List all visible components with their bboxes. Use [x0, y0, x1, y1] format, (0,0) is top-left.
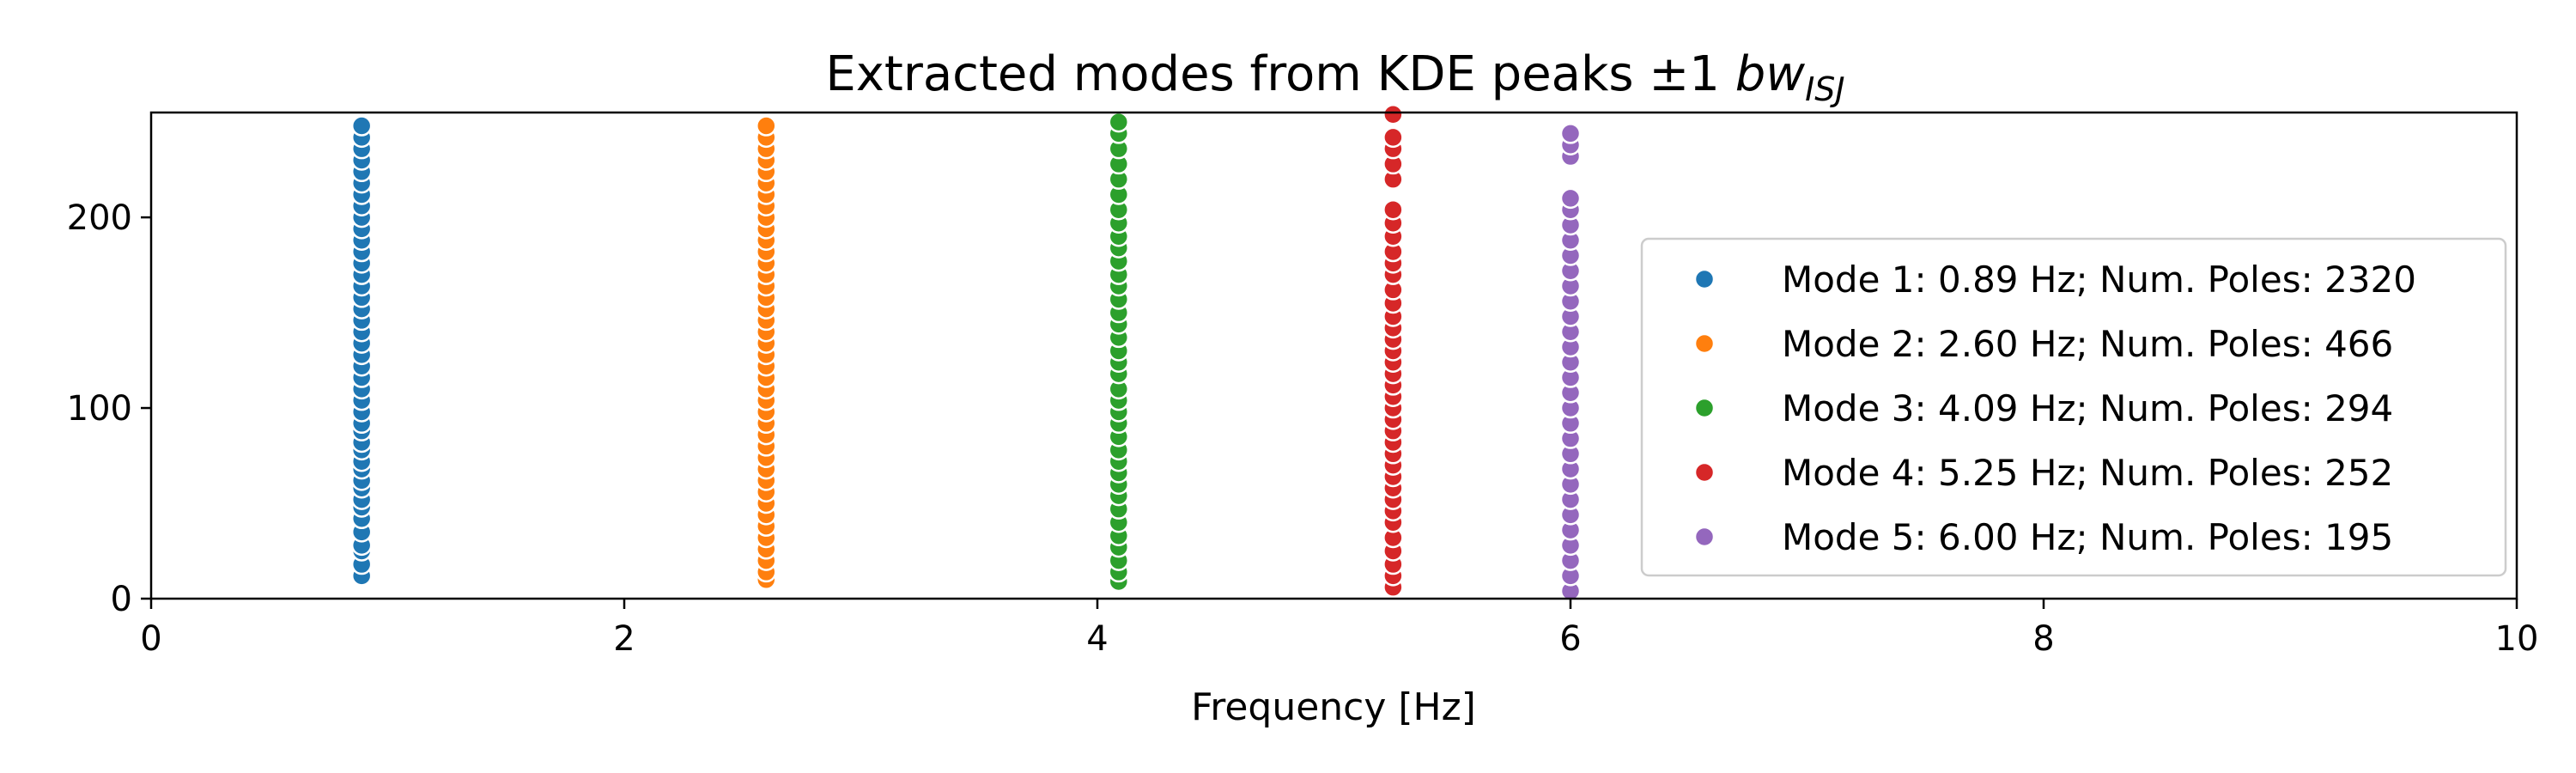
y-tick-label: 0 — [111, 580, 132, 619]
x-tick-label: 8 — [2032, 619, 2054, 659]
data-point-mode-5 — [1559, 123, 1582, 144]
data-point-mode-4 — [1382, 198, 1404, 221]
legend-marker-mode-3 — [1693, 397, 1716, 419]
legend-marker-mode-5 — [1693, 526, 1716, 548]
points-layer — [350, 103, 1582, 602]
data-point-mode-4 — [1382, 126, 1404, 149]
legend-label-mode-5: Mode 5: 6.00 Hz; Num. Poles: 195 — [1782, 516, 2393, 558]
x-tick-label: 2 — [613, 619, 635, 659]
x-tick-label: 0 — [140, 619, 161, 659]
x-tick-label: 4 — [1086, 619, 1108, 659]
chart-title: Extracted modes from KDE peaks ±1 bwISJ — [825, 46, 1844, 108]
legend: Mode 1: 0.89 Hz; Num. Poles: 2320 Mode 2:… — [1640, 237, 2507, 577]
plot-area-frame — [149, 111, 2518, 600]
data-point-mode-4 — [1382, 103, 1404, 125]
legend-marker-mode-4 — [1693, 461, 1716, 484]
chart-title-math: bw — [1735, 46, 1806, 102]
chart-title-math-sub: ISJ — [1805, 70, 1845, 108]
x-tick-label: 10 — [2495, 619, 2539, 659]
legend-label-mode-3: Mode 3: 4.09 Hz; Num. Poles: 294 — [1782, 387, 2393, 429]
data-point-mode-5 — [1559, 187, 1582, 210]
legend-marker-mode-2 — [1693, 332, 1716, 355]
y-tick-label: 200 — [67, 198, 132, 238]
legend-label-mode-2: Mode 2: 2.60 Hz; Num. Poles: 466 — [1782, 323, 2393, 365]
legend-label-mode-1: Mode 1: 0.89 Hz; Num. Poles: 2320 — [1782, 259, 2416, 301]
chart-title-text: Extracted modes from KDE peaks ±1 — [825, 46, 1735, 102]
legend-marker-mode-1 — [1693, 268, 1716, 290]
legend-label-mode-4: Mode 4: 5.25 Hz; Num. Poles: 252 — [1782, 452, 2393, 494]
x-tick-label: 6 — [1559, 619, 1581, 659]
y-tick-label: 100 — [67, 389, 132, 429]
x-axis-label: Frequency [Hz] — [1191, 685, 1476, 729]
data-point-mode-2 — [756, 115, 777, 137]
data-point-mode-3 — [1108, 111, 1130, 133]
data-point-mode-1 — [350, 115, 373, 137]
legend-box — [1640, 237, 2507, 577]
